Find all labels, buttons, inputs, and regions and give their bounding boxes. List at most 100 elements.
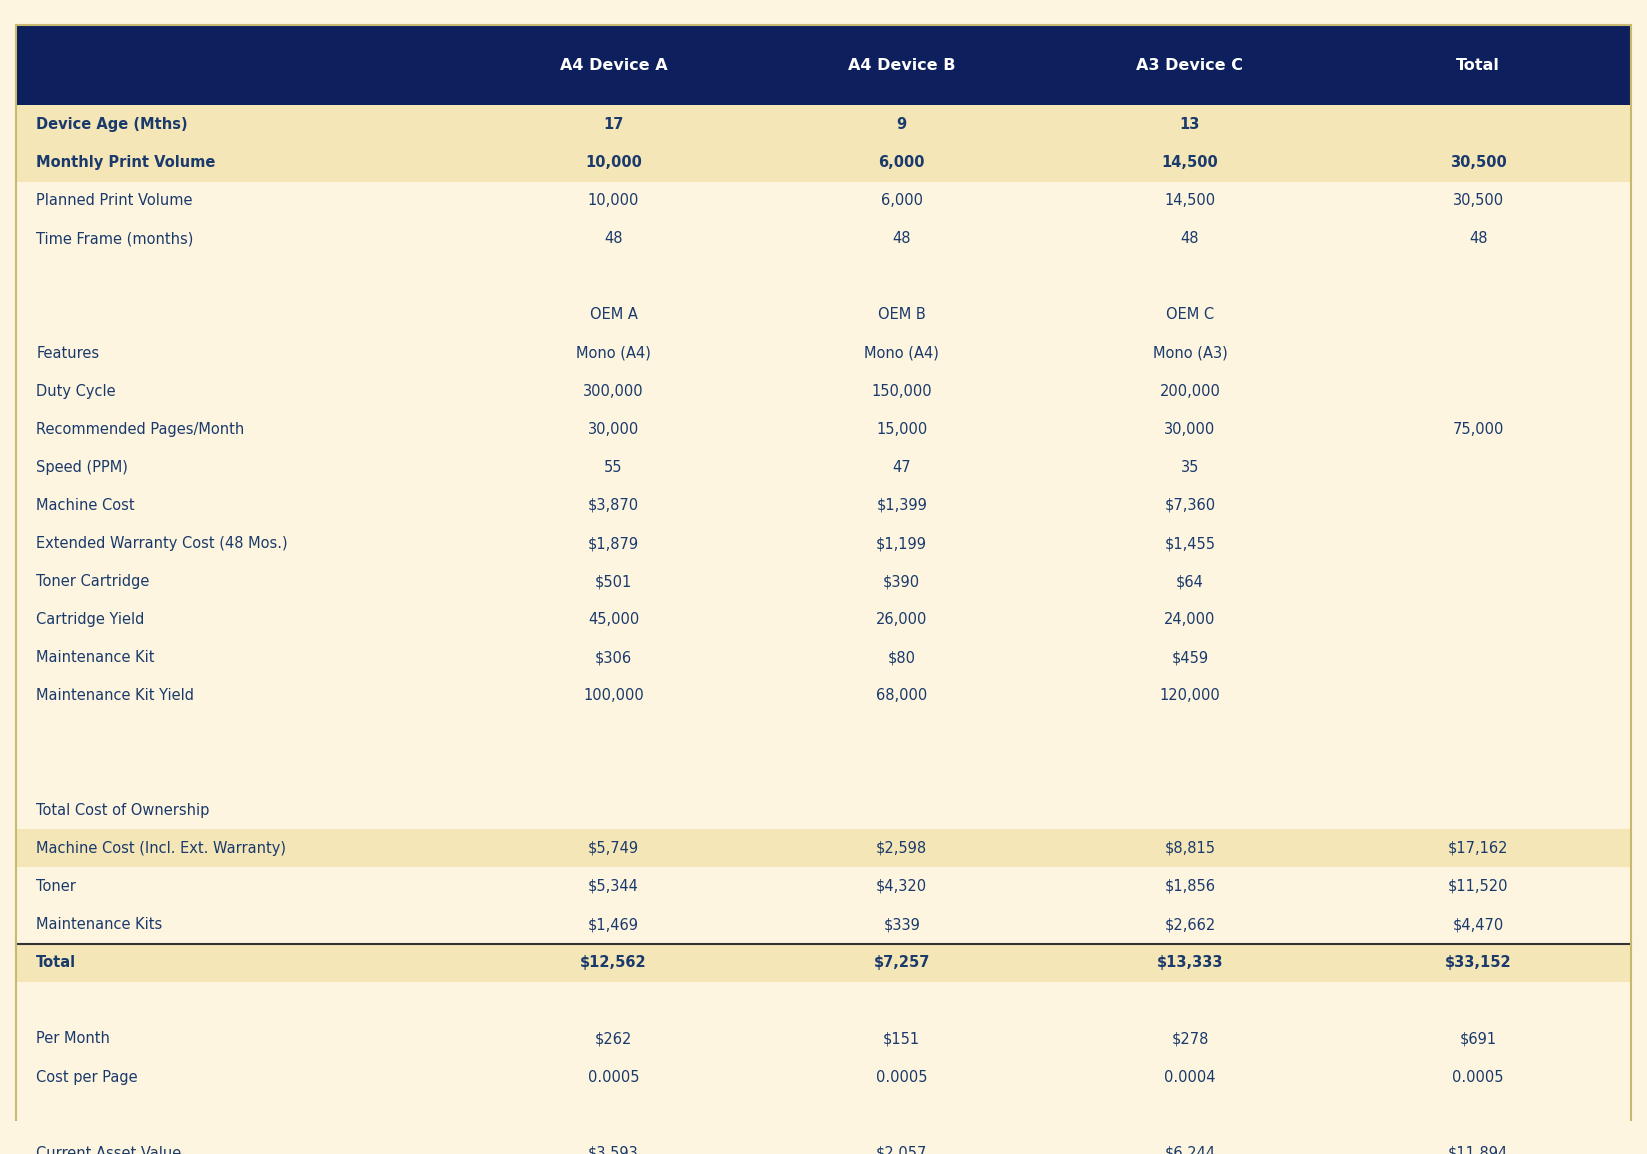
Text: $2,598: $2,598 xyxy=(876,841,927,856)
Bar xyxy=(16,639,1631,677)
Bar xyxy=(16,24,1631,105)
Text: $5,749: $5,749 xyxy=(588,841,639,856)
Text: Time Frame (months): Time Frame (months) xyxy=(36,231,194,246)
Text: Machine Cost (Incl. Ext. Warranty): Machine Cost (Incl. Ext. Warranty) xyxy=(36,841,287,856)
Bar xyxy=(16,906,1631,944)
Text: 30,500: 30,500 xyxy=(1449,155,1507,170)
Text: 6,000: 6,000 xyxy=(878,155,926,170)
Text: $2,662: $2,662 xyxy=(1164,917,1215,932)
Bar xyxy=(16,1096,1631,1134)
Bar xyxy=(16,143,1631,181)
Text: $691: $691 xyxy=(1459,1032,1497,1047)
Text: $7,360: $7,360 xyxy=(1164,497,1215,512)
Text: $64: $64 xyxy=(1176,575,1204,590)
Bar xyxy=(16,334,1631,372)
Text: Total: Total xyxy=(36,956,76,971)
Bar xyxy=(16,372,1631,410)
Text: Current Asset Value: Current Asset Value xyxy=(36,1146,181,1154)
Text: 45,000: 45,000 xyxy=(588,613,639,628)
Text: 10,000: 10,000 xyxy=(588,193,639,208)
Text: 13: 13 xyxy=(1179,117,1201,132)
Text: Mono (A4): Mono (A4) xyxy=(865,345,939,360)
Text: $1,879: $1,879 xyxy=(588,537,639,552)
Text: OEM A: OEM A xyxy=(590,307,637,322)
Text: $4,470: $4,470 xyxy=(1453,917,1504,932)
Text: $4,320: $4,320 xyxy=(876,879,927,894)
Text: 6,000: 6,000 xyxy=(881,193,922,208)
Text: Features: Features xyxy=(36,345,99,360)
Text: $17,162: $17,162 xyxy=(1448,841,1509,856)
Bar xyxy=(16,982,1631,1020)
Bar xyxy=(16,295,1631,334)
Text: $306: $306 xyxy=(595,651,632,666)
Text: 48: 48 xyxy=(604,231,623,246)
Text: Machine Cost: Machine Cost xyxy=(36,497,135,512)
Bar xyxy=(16,525,1631,563)
Text: 0.0004: 0.0004 xyxy=(1164,1070,1215,1085)
Text: 26,000: 26,000 xyxy=(876,613,927,628)
Bar xyxy=(16,486,1631,525)
Text: 100,000: 100,000 xyxy=(583,689,644,704)
Bar xyxy=(16,715,1631,754)
Text: Total Cost of Ownership: Total Cost of Ownership xyxy=(36,803,209,818)
Text: $2,057: $2,057 xyxy=(876,1146,927,1154)
Text: Toner: Toner xyxy=(36,879,76,894)
Text: $11,894: $11,894 xyxy=(1448,1146,1509,1154)
Text: 55: 55 xyxy=(604,459,623,474)
Text: $3,593: $3,593 xyxy=(588,1146,639,1154)
Text: Maintenance Kit Yield: Maintenance Kit Yield xyxy=(36,689,194,704)
Text: Mono (A3): Mono (A3) xyxy=(1153,345,1227,360)
Bar xyxy=(16,563,1631,601)
Text: 0.0005: 0.0005 xyxy=(1453,1070,1504,1085)
Bar xyxy=(16,868,1631,906)
Text: 14,500: 14,500 xyxy=(1161,155,1219,170)
Bar xyxy=(16,754,1631,792)
Text: 0.0005: 0.0005 xyxy=(588,1070,639,1085)
Text: $278: $278 xyxy=(1171,1032,1209,1047)
Text: OEM C: OEM C xyxy=(1166,307,1214,322)
Text: 24,000: 24,000 xyxy=(1164,613,1215,628)
Text: $33,152: $33,152 xyxy=(1444,956,1512,971)
Bar xyxy=(16,830,1631,868)
Bar xyxy=(16,410,1631,448)
Bar xyxy=(16,448,1631,486)
Text: A4 Device B: A4 Device B xyxy=(848,58,955,73)
Text: 200,000: 200,000 xyxy=(1159,383,1220,398)
Text: 120,000: 120,000 xyxy=(1159,689,1220,704)
Text: Planned Print Volume: Planned Print Volume xyxy=(36,193,193,208)
Text: $12,562: $12,562 xyxy=(580,956,647,971)
Text: $262: $262 xyxy=(595,1032,632,1047)
Text: $1,199: $1,199 xyxy=(876,537,927,552)
Text: Cartridge Yield: Cartridge Yield xyxy=(36,613,145,628)
Text: 14,500: 14,500 xyxy=(1164,193,1215,208)
Text: 0.0005: 0.0005 xyxy=(876,1070,927,1085)
Text: Recommended Pages/Month: Recommended Pages/Month xyxy=(36,421,244,436)
Bar xyxy=(16,792,1631,830)
Text: 48: 48 xyxy=(893,231,911,246)
Text: Maintenance Kit: Maintenance Kit xyxy=(36,651,155,666)
Bar xyxy=(16,601,1631,639)
Text: $11,520: $11,520 xyxy=(1448,879,1509,894)
Text: 10,000: 10,000 xyxy=(585,155,642,170)
Text: $151: $151 xyxy=(883,1032,921,1047)
Text: 17: 17 xyxy=(603,117,624,132)
Bar xyxy=(16,219,1631,257)
Text: $5,344: $5,344 xyxy=(588,879,639,894)
Text: Device Age (Mths): Device Age (Mths) xyxy=(36,117,188,132)
Text: A3 Device C: A3 Device C xyxy=(1136,58,1243,73)
Text: $8,815: $8,815 xyxy=(1164,841,1215,856)
Text: Mono (A4): Mono (A4) xyxy=(576,345,651,360)
Text: $6,244: $6,244 xyxy=(1164,1146,1215,1154)
Text: Speed (PPM): Speed (PPM) xyxy=(36,459,128,474)
Text: $80: $80 xyxy=(888,651,916,666)
Text: 48: 48 xyxy=(1469,231,1487,246)
Text: Cost per Page: Cost per Page xyxy=(36,1070,138,1085)
Text: 30,000: 30,000 xyxy=(1164,421,1215,436)
Text: $1,469: $1,469 xyxy=(588,917,639,932)
Text: Toner Cartridge: Toner Cartridge xyxy=(36,575,150,590)
Text: $390: $390 xyxy=(883,575,921,590)
Text: 9: 9 xyxy=(896,117,907,132)
Bar xyxy=(16,1134,1631,1154)
Text: OEM B: OEM B xyxy=(878,307,926,322)
Text: $7,257: $7,257 xyxy=(873,956,931,971)
